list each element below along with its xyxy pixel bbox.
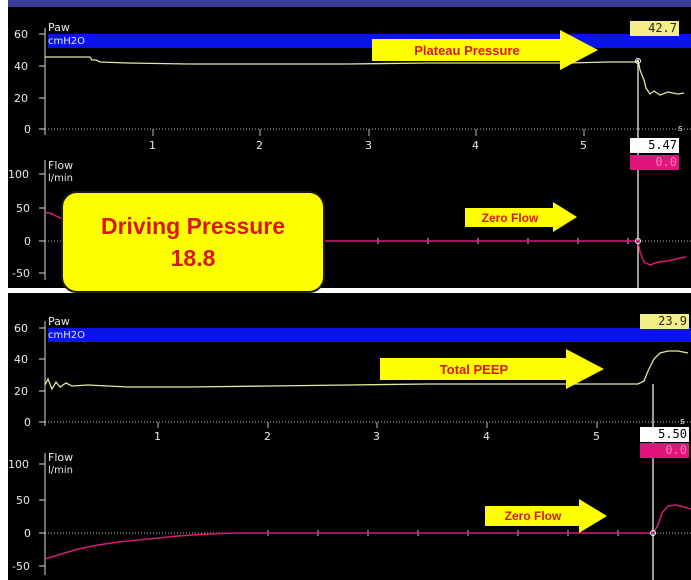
flow-label: Flow — [48, 159, 74, 172]
paw-unit-label: cmH2O — [48, 36, 85, 47]
paw-tick-40: 40 — [14, 60, 28, 73]
flow-tick-neg50: -50 — [12, 267, 30, 280]
paw-label: Paw — [48, 315, 70, 328]
paw-tick-40: 40 — [14, 353, 28, 366]
paw-tick-20: 20 — [14, 92, 28, 105]
time-tick-2: 2 — [256, 139, 263, 152]
flow-tick-100: 100 — [8, 458, 29, 471]
plateau-pressure-label: Plateau Pressure — [372, 39, 562, 61]
flow-tick-50: 50 — [16, 202, 30, 215]
paw-band — [48, 328, 691, 342]
cursor-time-readout: 5.47 — [630, 138, 679, 153]
time-tick-2: 2 — [264, 430, 271, 443]
paw-value-readout: 42.7 — [630, 21, 679, 36]
total-peep-arrow: Total PEEP — [380, 349, 606, 389]
flow-tick-0: 0 — [24, 527, 31, 540]
cursor-time-readout: 5.50 — [640, 427, 689, 442]
ventilator-waveform-panel-bottom: Paw cmH2O 60 40 20 0 1 2 3 4 5 s 23.9 5.… — [8, 293, 691, 580]
time-tick-4: 4 — [483, 430, 490, 443]
arrow-right-icon — [553, 202, 577, 232]
paw-value-readout: 23.9 — [640, 314, 689, 329]
paw-tick-0: 0 — [24, 123, 31, 136]
zero-flow-label-bottom: Zero Flow — [485, 506, 581, 526]
bottom-waveform-graph — [39, 321, 691, 580]
time-tick-3: 3 — [373, 430, 380, 443]
flow-value-readout: 0.0 — [630, 155, 679, 170]
flow-trace — [44, 504, 691, 560]
total-peep-label: Total PEEP — [380, 358, 568, 380]
zero-flow-arrow-top: Zero Flow — [465, 202, 577, 232]
paw-unit-label: cmH2O — [48, 330, 85, 341]
arrow-right-icon — [579, 499, 607, 533]
flow-unit-label: l/min — [48, 173, 74, 184]
time-tick-1: 1 — [149, 139, 156, 152]
time-tick-1: 1 — [154, 430, 161, 443]
driving-pressure-title: Driving Pressure — [100, 213, 286, 239]
flow-tick-50: 50 — [16, 494, 30, 507]
flow-tick-0: 0 — [24, 235, 31, 248]
flow-tick-neg50: -50 — [12, 560, 30, 573]
arrow-right-icon — [560, 30, 598, 70]
paw-trace — [44, 350, 689, 391]
time-tick-3: 3 — [365, 139, 372, 152]
zero-flow-arrow-bottom: Zero Flow — [485, 499, 607, 533]
time-tick-5: 5 — [580, 139, 587, 152]
driving-pressure-value: 18.8 — [170, 245, 216, 271]
time-unit-label: s — [678, 124, 683, 134]
zero-flow-label-top: Zero Flow — [465, 208, 555, 227]
flow-value-readout: 0.0 — [640, 443, 689, 458]
flow-unit-label: l/min — [48, 465, 74, 476]
paw-tick-0: 0 — [24, 416, 31, 429]
plateau-pressure-arrow: Plateau Pressure — [372, 30, 598, 70]
paw-label: Paw — [48, 21, 70, 34]
paw-tick-20: 20 — [14, 385, 28, 398]
time-unit-label: s — [680, 417, 685, 427]
time-tick-5: 5 — [593, 430, 600, 443]
flow-tick-100: 100 — [8, 168, 29, 181]
flow-label: Flow — [48, 451, 74, 464]
time-tick-4: 4 — [472, 139, 479, 152]
driving-pressure-callout: Driving Pressure 18.8 — [61, 191, 325, 293]
paw-tick-60: 60 — [14, 28, 28, 41]
paw-tick-60: 60 — [14, 322, 28, 335]
arrow-right-icon — [566, 349, 604, 389]
panel-top-strip — [8, 0, 691, 7]
